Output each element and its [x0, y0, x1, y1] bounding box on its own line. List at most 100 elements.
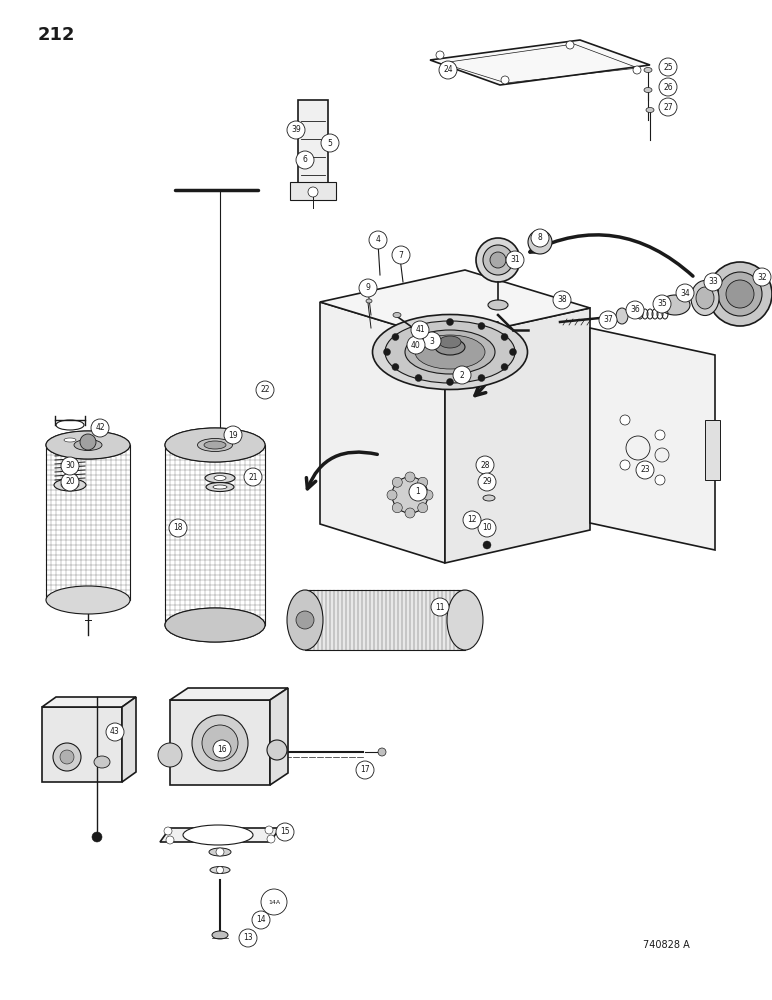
- Text: 19: 19: [229, 430, 238, 440]
- Ellipse shape: [212, 931, 228, 939]
- Circle shape: [482, 525, 492, 535]
- Text: 37: 37: [603, 316, 613, 324]
- Ellipse shape: [198, 438, 232, 452]
- Circle shape: [407, 336, 425, 354]
- Circle shape: [91, 419, 109, 437]
- Circle shape: [476, 456, 494, 474]
- Text: 3: 3: [429, 336, 435, 346]
- Circle shape: [633, 66, 641, 74]
- Text: 32: 32: [757, 272, 767, 282]
- Ellipse shape: [604, 312, 612, 324]
- Circle shape: [192, 715, 248, 771]
- Circle shape: [501, 334, 508, 340]
- Polygon shape: [42, 697, 136, 707]
- Text: 5: 5: [327, 138, 333, 147]
- Circle shape: [533, 231, 547, 245]
- Bar: [298, 100, 328, 200]
- Text: 12: 12: [467, 516, 477, 524]
- Text: 35: 35: [657, 300, 667, 308]
- Circle shape: [528, 230, 552, 254]
- Circle shape: [202, 725, 238, 761]
- Circle shape: [478, 323, 485, 330]
- Ellipse shape: [439, 336, 461, 348]
- Polygon shape: [160, 828, 280, 842]
- Polygon shape: [320, 302, 445, 563]
- Text: 21: 21: [249, 473, 258, 482]
- Circle shape: [369, 231, 387, 249]
- Text: 23: 23: [640, 466, 650, 475]
- Circle shape: [321, 134, 339, 152]
- Circle shape: [392, 363, 399, 370]
- Ellipse shape: [165, 608, 265, 642]
- Circle shape: [463, 511, 481, 529]
- Text: 9: 9: [366, 284, 371, 292]
- Ellipse shape: [209, 848, 231, 856]
- Circle shape: [356, 761, 374, 779]
- Circle shape: [92, 832, 102, 842]
- Circle shape: [359, 279, 377, 297]
- Ellipse shape: [405, 330, 495, 374]
- Circle shape: [636, 461, 654, 479]
- Circle shape: [216, 848, 224, 856]
- Circle shape: [384, 349, 391, 356]
- Ellipse shape: [479, 465, 491, 471]
- Text: 41: 41: [415, 326, 425, 334]
- Circle shape: [392, 503, 402, 513]
- Ellipse shape: [616, 308, 628, 324]
- Text: 34: 34: [680, 288, 690, 298]
- Text: 14: 14: [256, 916, 266, 924]
- Polygon shape: [590, 328, 715, 550]
- Circle shape: [411, 321, 429, 339]
- Ellipse shape: [366, 299, 372, 303]
- Circle shape: [655, 475, 665, 485]
- Text: 40: 40: [411, 340, 421, 350]
- Ellipse shape: [46, 431, 130, 459]
- Circle shape: [374, 235, 384, 245]
- Circle shape: [256, 381, 274, 399]
- Polygon shape: [42, 707, 122, 782]
- Text: 18: 18: [173, 524, 183, 532]
- Circle shape: [405, 472, 415, 482]
- Text: 212: 212: [38, 26, 76, 44]
- Circle shape: [239, 929, 257, 947]
- Circle shape: [308, 187, 318, 197]
- Circle shape: [213, 740, 231, 758]
- Text: 8: 8: [537, 233, 543, 242]
- Text: 26: 26: [663, 83, 673, 92]
- Circle shape: [704, 273, 722, 291]
- Circle shape: [53, 743, 81, 771]
- Ellipse shape: [54, 479, 86, 491]
- Ellipse shape: [94, 756, 110, 768]
- Circle shape: [409, 483, 427, 501]
- Bar: [165, 445, 265, 625]
- Text: 27: 27: [663, 103, 673, 111]
- Circle shape: [106, 723, 124, 741]
- Circle shape: [287, 121, 305, 139]
- Circle shape: [626, 301, 644, 319]
- Circle shape: [296, 151, 314, 169]
- Circle shape: [396, 250, 406, 260]
- Circle shape: [446, 378, 453, 385]
- Circle shape: [158, 743, 182, 767]
- Circle shape: [478, 519, 496, 537]
- Circle shape: [483, 541, 491, 549]
- Ellipse shape: [483, 495, 495, 501]
- Circle shape: [431, 598, 449, 616]
- Circle shape: [405, 508, 415, 518]
- Circle shape: [261, 889, 287, 915]
- Circle shape: [392, 334, 399, 340]
- Text: 33: 33: [708, 277, 718, 286]
- Polygon shape: [270, 688, 288, 785]
- Text: 22: 22: [260, 385, 269, 394]
- Text: 25: 25: [663, 62, 673, 72]
- Ellipse shape: [204, 441, 226, 449]
- Ellipse shape: [206, 483, 234, 491]
- Circle shape: [753, 268, 771, 286]
- Circle shape: [265, 826, 273, 834]
- Text: 10: 10: [482, 524, 492, 532]
- Circle shape: [506, 251, 524, 269]
- Circle shape: [501, 76, 509, 84]
- Ellipse shape: [435, 339, 465, 355]
- Circle shape: [387, 490, 397, 500]
- Ellipse shape: [74, 440, 102, 450]
